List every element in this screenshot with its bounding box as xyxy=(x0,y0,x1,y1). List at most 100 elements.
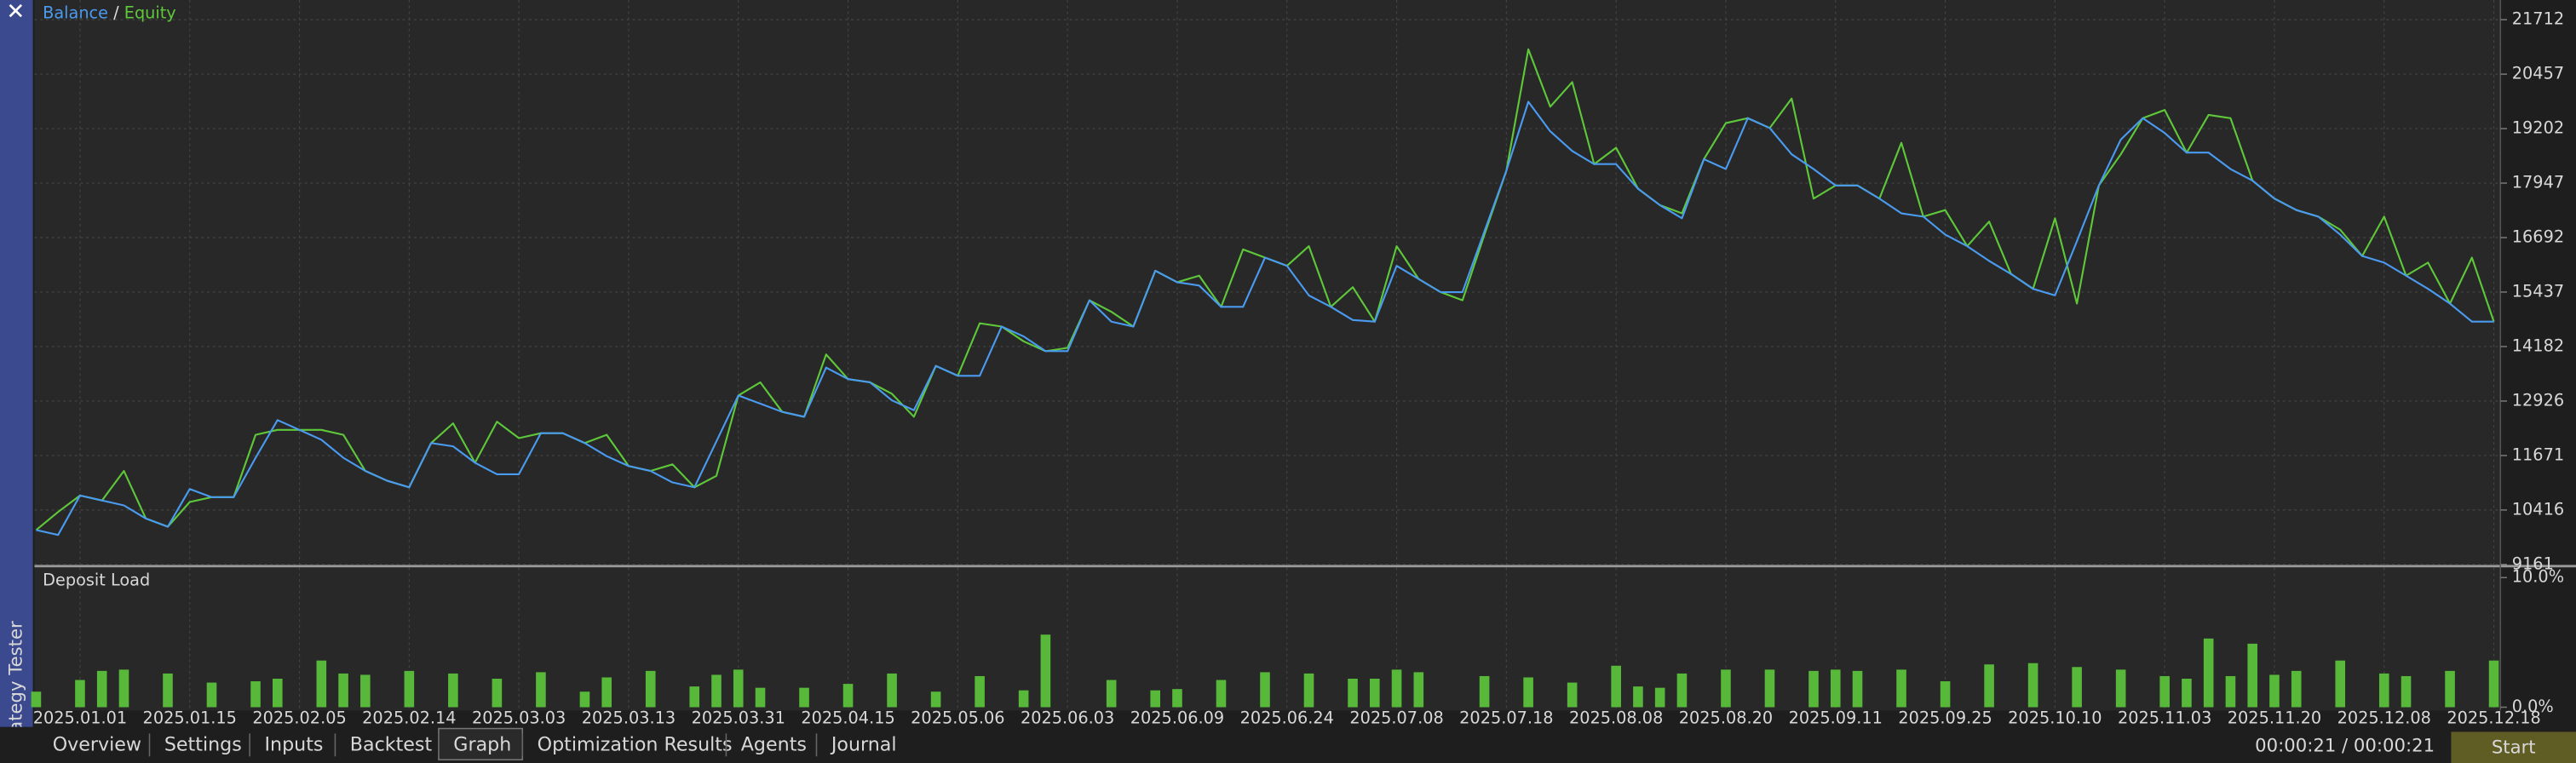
load-bar xyxy=(1172,689,1182,708)
x-tick-label: 2025.03.13 xyxy=(582,708,676,727)
load-bar xyxy=(2072,667,2082,708)
load-bar xyxy=(338,673,348,708)
load-bar xyxy=(1896,669,1906,708)
x-tick-label: 2025.01.01 xyxy=(33,708,127,727)
load-bar xyxy=(1830,669,1841,708)
y-tick-label: 10416 xyxy=(2512,499,2564,519)
tab[interactable]: Backtest xyxy=(350,733,433,755)
load-bar xyxy=(96,670,107,708)
tab[interactable]: Overview xyxy=(53,733,141,755)
load-bar xyxy=(1523,677,1533,708)
load-bar xyxy=(733,669,744,708)
load-bar xyxy=(206,682,217,708)
x-tick-label: 2025.11.20 xyxy=(2228,708,2321,727)
x-tick-label: 2025.03.31 xyxy=(692,708,785,727)
x-tick-label: 2025.02.14 xyxy=(362,708,456,727)
load-bar xyxy=(689,686,700,708)
load-bar xyxy=(1413,672,1424,708)
load-bar xyxy=(645,670,656,708)
load-bar xyxy=(1150,690,1160,708)
sidebar xyxy=(0,0,33,763)
tab-bar xyxy=(0,726,2576,763)
x-tick-label: 2025.09.11 xyxy=(1789,708,1883,727)
load-bar xyxy=(887,673,897,708)
x-tick-label: 2025.08.20 xyxy=(1679,708,1773,727)
load-bar xyxy=(272,678,283,708)
load-bar xyxy=(163,673,173,708)
load-bar xyxy=(1391,669,1402,708)
start-label[interactable]: Start xyxy=(2492,737,2536,758)
load-bar xyxy=(1018,690,1029,708)
main-chart-area xyxy=(34,0,2501,565)
x-tick-label: 2025.03.03 xyxy=(472,708,566,727)
load-bar xyxy=(711,674,722,708)
load-bar xyxy=(579,691,590,708)
load-bar xyxy=(448,673,458,708)
legend-entry: Balance xyxy=(43,3,108,22)
load-bar xyxy=(404,670,415,708)
load-bar xyxy=(316,660,327,708)
load-bar xyxy=(2445,670,2455,708)
load-bar xyxy=(1676,673,1688,708)
load-bar xyxy=(492,678,503,708)
load-bar xyxy=(1260,672,1270,708)
y-tick-label: 9161 xyxy=(2512,554,2554,573)
y-tick-label: 14182 xyxy=(2512,336,2564,355)
y-tick-label: 10.0% xyxy=(2512,567,2564,587)
legend-entry: Equity xyxy=(124,3,176,22)
load-bar xyxy=(1106,680,1117,708)
load-bar xyxy=(2291,670,2302,708)
tab[interactable]: Inputs xyxy=(265,733,324,755)
load-bar xyxy=(1654,687,1665,708)
load-bar xyxy=(2269,674,2280,708)
start-button[interactable] xyxy=(2451,731,2576,763)
load-bar xyxy=(1479,675,1490,708)
y-tick-label: 19202 xyxy=(2512,118,2564,138)
x-tick-label: 2025.01.15 xyxy=(143,708,237,727)
load-bar xyxy=(75,680,85,708)
load-bar xyxy=(842,684,854,708)
load-bar xyxy=(601,677,612,708)
x-tick-label: 2025.10.10 xyxy=(2008,708,2102,727)
load-bar xyxy=(1940,681,1951,708)
load-bar xyxy=(1567,682,1578,708)
legend-separator: / xyxy=(113,3,119,22)
load-bar xyxy=(1040,634,1051,708)
load-bar xyxy=(799,687,809,708)
load-bar xyxy=(1852,670,1863,708)
y-tick-label: 0.0% xyxy=(2512,697,2554,716)
load-bar xyxy=(2335,660,2346,708)
legend: Balance / Equity xyxy=(43,3,176,22)
tab[interactable]: Optimization Results xyxy=(538,733,733,755)
x-tick-label: 2025.07.18 xyxy=(1459,708,1553,727)
load-bar xyxy=(1721,669,1731,708)
load-bar xyxy=(930,691,941,708)
y-tick-label: 16692 xyxy=(2512,227,2564,246)
tab[interactable]: Graph xyxy=(453,733,511,755)
x-tick-label: 2025.07.08 xyxy=(1349,708,1443,727)
y-tick-label: 20457 xyxy=(2512,64,2564,83)
load-bar xyxy=(250,681,261,708)
tab[interactable]: Agents xyxy=(741,733,807,755)
tab[interactable]: Settings xyxy=(164,733,242,755)
load-bar xyxy=(2159,675,2170,708)
x-tick-label: 2025.02.05 xyxy=(252,708,346,727)
x-tick-label: 2025.06.03 xyxy=(1021,708,1114,727)
x-tick-label: 2025.04.15 xyxy=(801,708,894,727)
y-tick-label: 12926 xyxy=(2512,390,2564,410)
load-bar xyxy=(2401,675,2412,708)
x-tick-label: 2025.12.08 xyxy=(2337,708,2431,727)
load-bar xyxy=(2488,660,2499,708)
load-bar xyxy=(1808,670,1819,708)
x-tick-label: 2025.12.18 xyxy=(2447,708,2540,727)
tab[interactable]: Journal xyxy=(830,733,897,755)
load-bar xyxy=(2247,643,2258,708)
load-bar xyxy=(1984,664,1994,708)
close-button[interactable] xyxy=(9,3,23,18)
y-tick-label: 21712 xyxy=(2512,9,2564,29)
load-bar xyxy=(2203,638,2214,708)
load-bar xyxy=(2378,673,2389,708)
x-tick-label: 2025.09.25 xyxy=(1898,708,1992,727)
